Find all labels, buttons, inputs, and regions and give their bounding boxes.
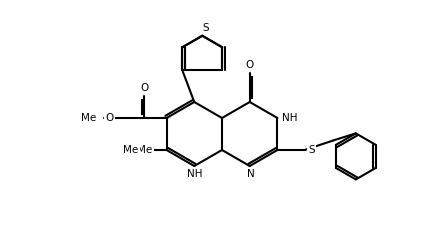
Text: N: N: [247, 169, 254, 179]
Text: O: O: [140, 82, 148, 92]
Text: Me: Me: [123, 145, 139, 155]
Text: Me: Me: [81, 113, 96, 123]
Text: O: O: [106, 113, 114, 123]
Text: NH: NH: [187, 169, 202, 179]
Text: Me: Me: [137, 145, 153, 155]
Text: S: S: [308, 145, 315, 155]
Text: O: O: [245, 60, 254, 70]
Text: S: S: [202, 23, 209, 33]
Text: NH: NH: [282, 113, 297, 123]
